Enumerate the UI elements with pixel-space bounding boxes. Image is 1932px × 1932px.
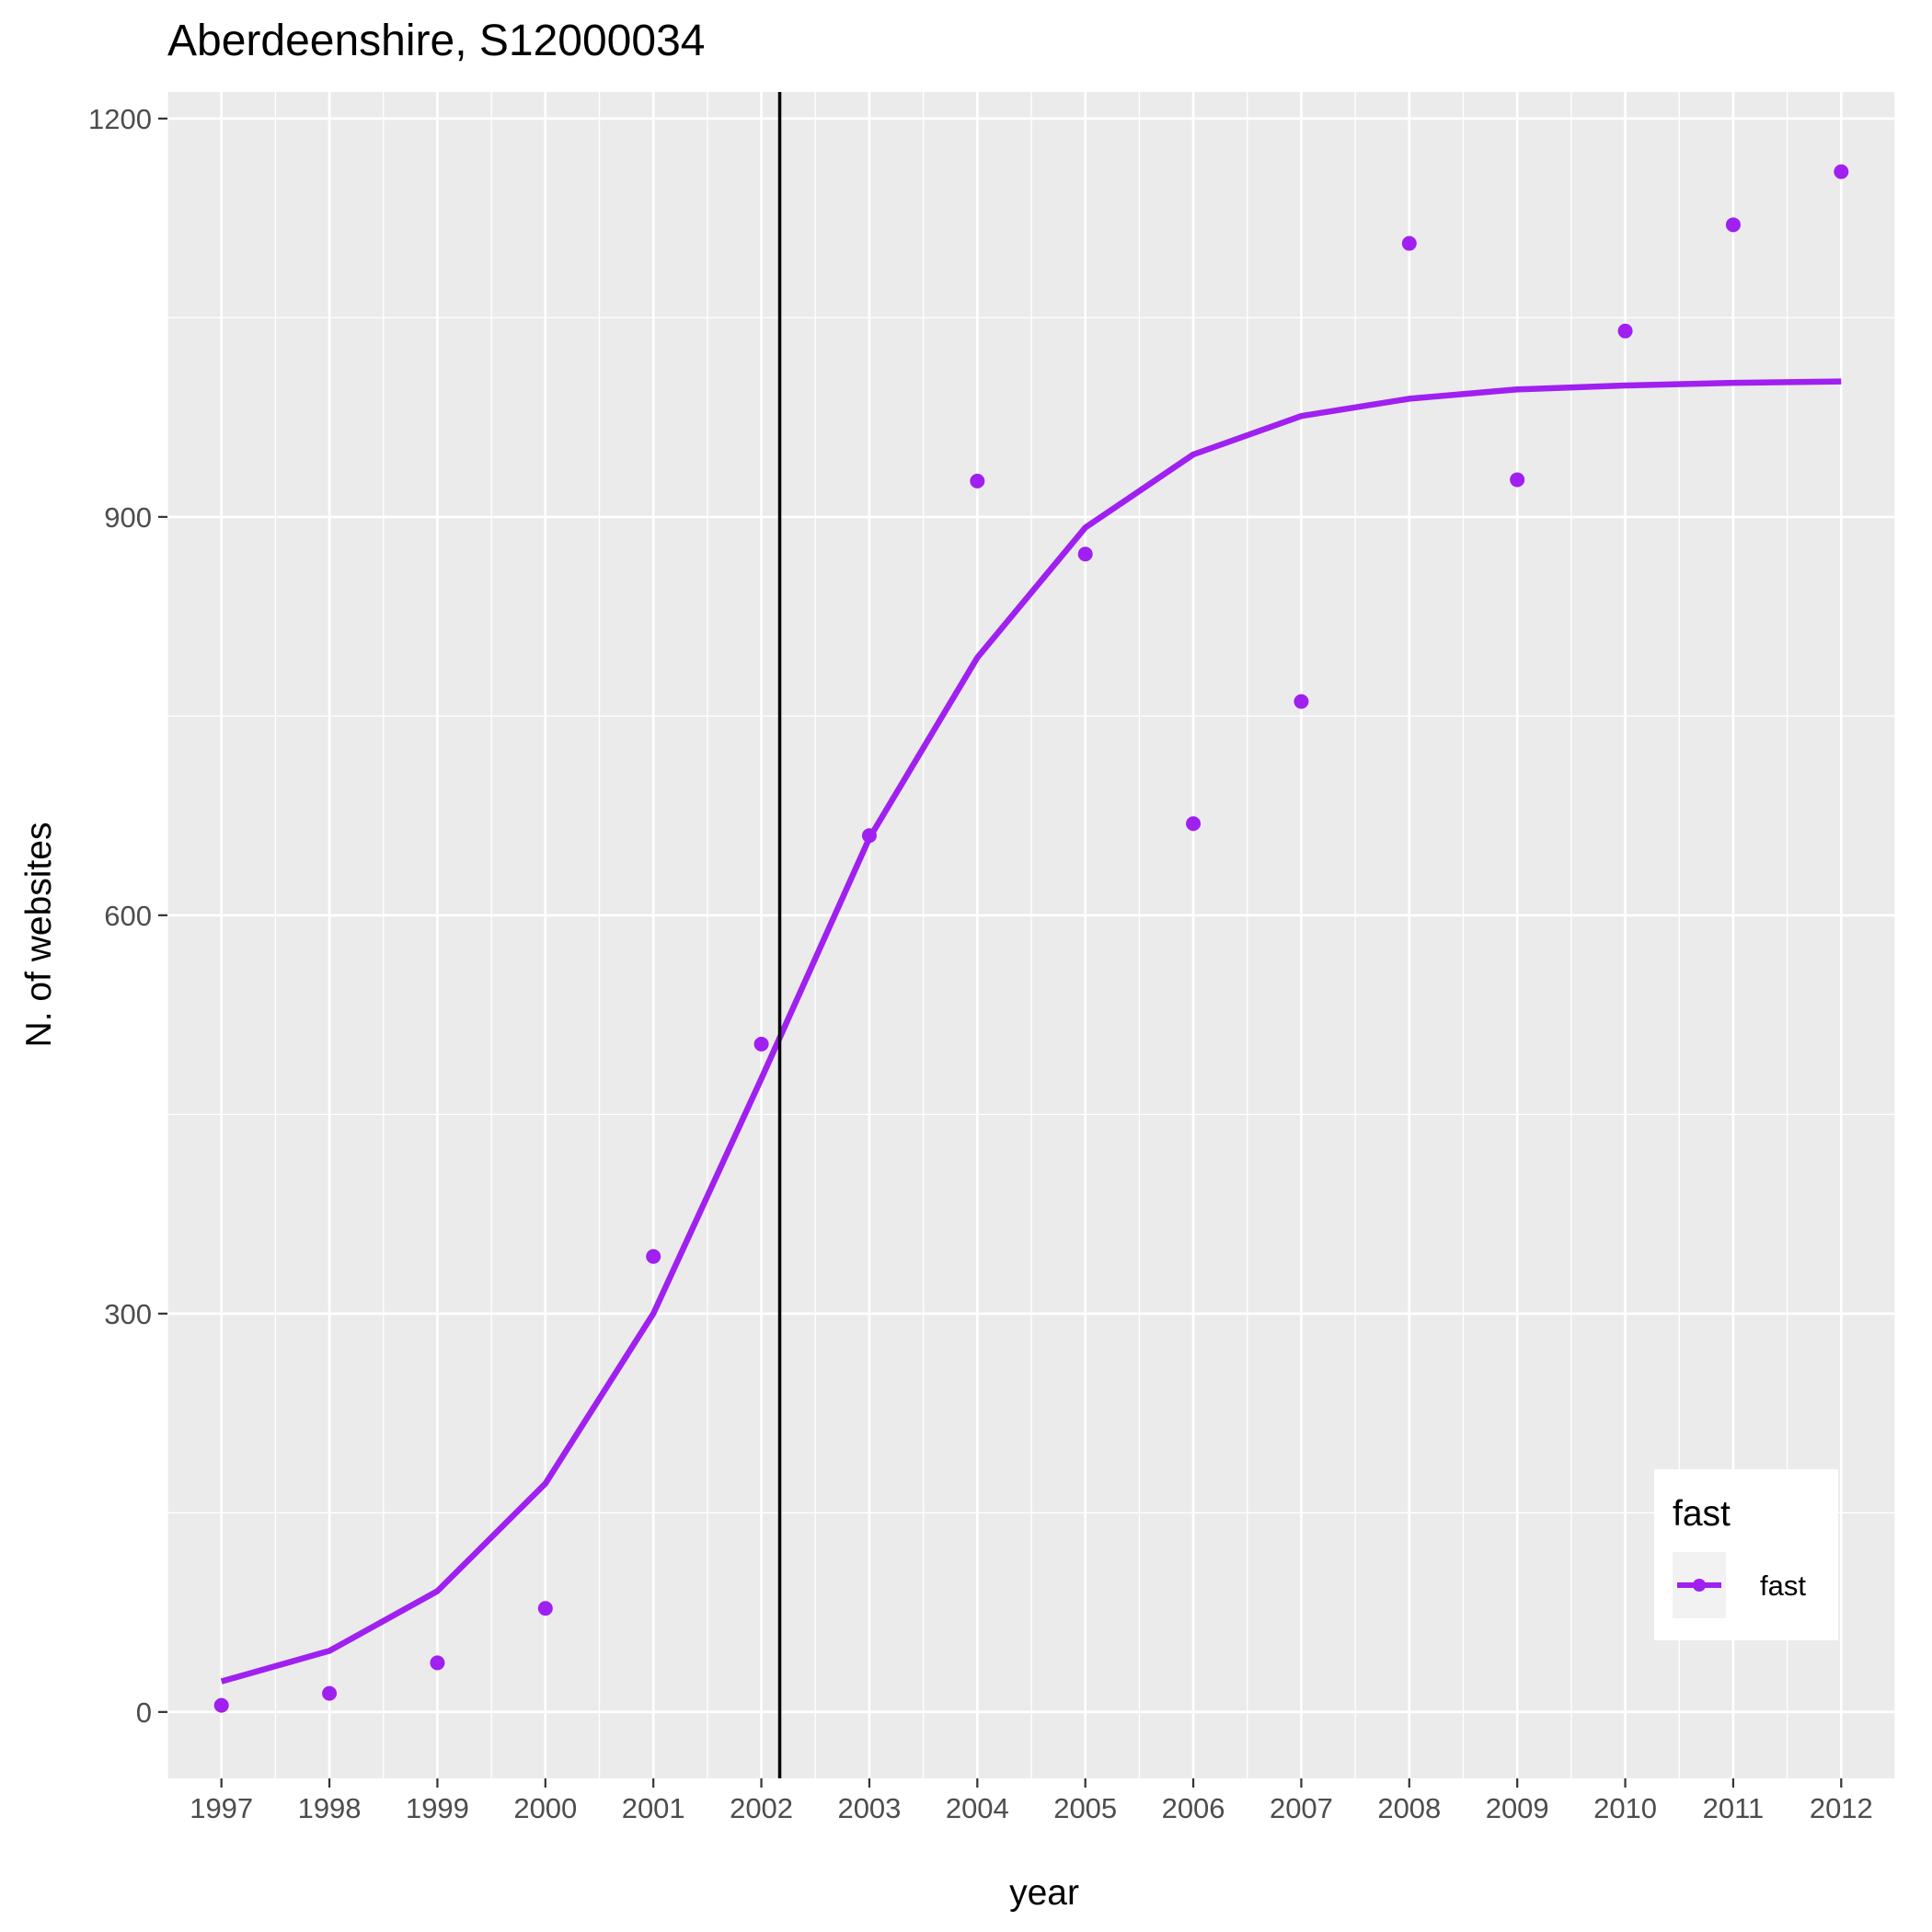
data-point-1997 bbox=[213, 1697, 229, 1713]
x-tick-label-2011: 2011 bbox=[1703, 1792, 1765, 1824]
x-axis-title: year bbox=[1009, 1873, 1079, 1913]
x-tick-label-1999: 1999 bbox=[406, 1792, 469, 1824]
y-tick-label-600: 600 bbox=[104, 900, 152, 932]
data-point-2004 bbox=[970, 473, 985, 489]
legend-title: fast bbox=[1673, 1494, 1731, 1534]
legend: fast fast bbox=[1654, 1469, 1838, 1640]
y-axis-ticks: 0 300 600 900 1200 bbox=[88, 103, 167, 1729]
x-tick-label-2003: 2003 bbox=[837, 1792, 901, 1824]
data-point-2003 bbox=[861, 828, 877, 844]
series-line-fast bbox=[220, 378, 1842, 1685]
data-point-1999 bbox=[430, 1655, 445, 1671]
x-tick-label-2001: 2001 bbox=[622, 1792, 685, 1824]
x-tick-label-2010: 2010 bbox=[1593, 1792, 1657, 1824]
data-point-2010 bbox=[1617, 323, 1633, 339]
x-axis-ticks: 1997 1998 1999 2000 2001 2002 2003 2004 2005 2006… bbox=[190, 1778, 1873, 1824]
x-tick-label-2000: 2000 bbox=[513, 1792, 577, 1824]
chart-title: Aberdeenshire, S12000034 bbox=[167, 17, 705, 65]
x-tick-label-2007: 2007 bbox=[1270, 1792, 1333, 1824]
y-axis-title: N. of websites bbox=[19, 822, 59, 1048]
data-point-2005 bbox=[1077, 546, 1093, 562]
data-point-2011 bbox=[1725, 217, 1741, 233]
legend-entry-fast: fast bbox=[1760, 1570, 1806, 1602]
x-tick-label-1998: 1998 bbox=[298, 1792, 362, 1824]
x-tick-label-2009: 2009 bbox=[1486, 1792, 1549, 1824]
y-tick-label-300: 300 bbox=[104, 1298, 152, 1330]
data-point-1998 bbox=[322, 1685, 338, 1701]
x-tick-label-2012: 2012 bbox=[1810, 1792, 1873, 1824]
legend-key-point bbox=[1693, 1579, 1706, 1592]
data-point-2008 bbox=[1401, 236, 1417, 251]
data-point-2012 bbox=[1834, 164, 1849, 179]
y-tick-label-1200: 1200 bbox=[88, 103, 152, 135]
x-tick-label-2008: 2008 bbox=[1377, 1792, 1441, 1824]
x-tick-label-2005: 2005 bbox=[1053, 1792, 1117, 1824]
y-tick-label-900: 900 bbox=[104, 501, 152, 534]
data-points-layer bbox=[213, 164, 1849, 1713]
data-point-2009 bbox=[1510, 472, 1525, 488]
y-tick-label-0: 0 bbox=[136, 1696, 152, 1729]
major-grid bbox=[167, 92, 1895, 1778]
x-tick-label-1997: 1997 bbox=[190, 1792, 253, 1824]
fitted-curve-layer bbox=[220, 378, 1842, 1685]
data-point-2002 bbox=[753, 1036, 769, 1052]
data-point-2006 bbox=[1186, 816, 1202, 832]
data-point-2007 bbox=[1294, 694, 1309, 709]
data-point-2001 bbox=[646, 1248, 661, 1264]
x-tick-label-2004: 2004 bbox=[946, 1792, 1009, 1824]
x-tick-label-2006: 2006 bbox=[1162, 1792, 1225, 1824]
x-tick-label-2002: 2002 bbox=[730, 1792, 793, 1824]
data-point-2000 bbox=[537, 1601, 553, 1616]
